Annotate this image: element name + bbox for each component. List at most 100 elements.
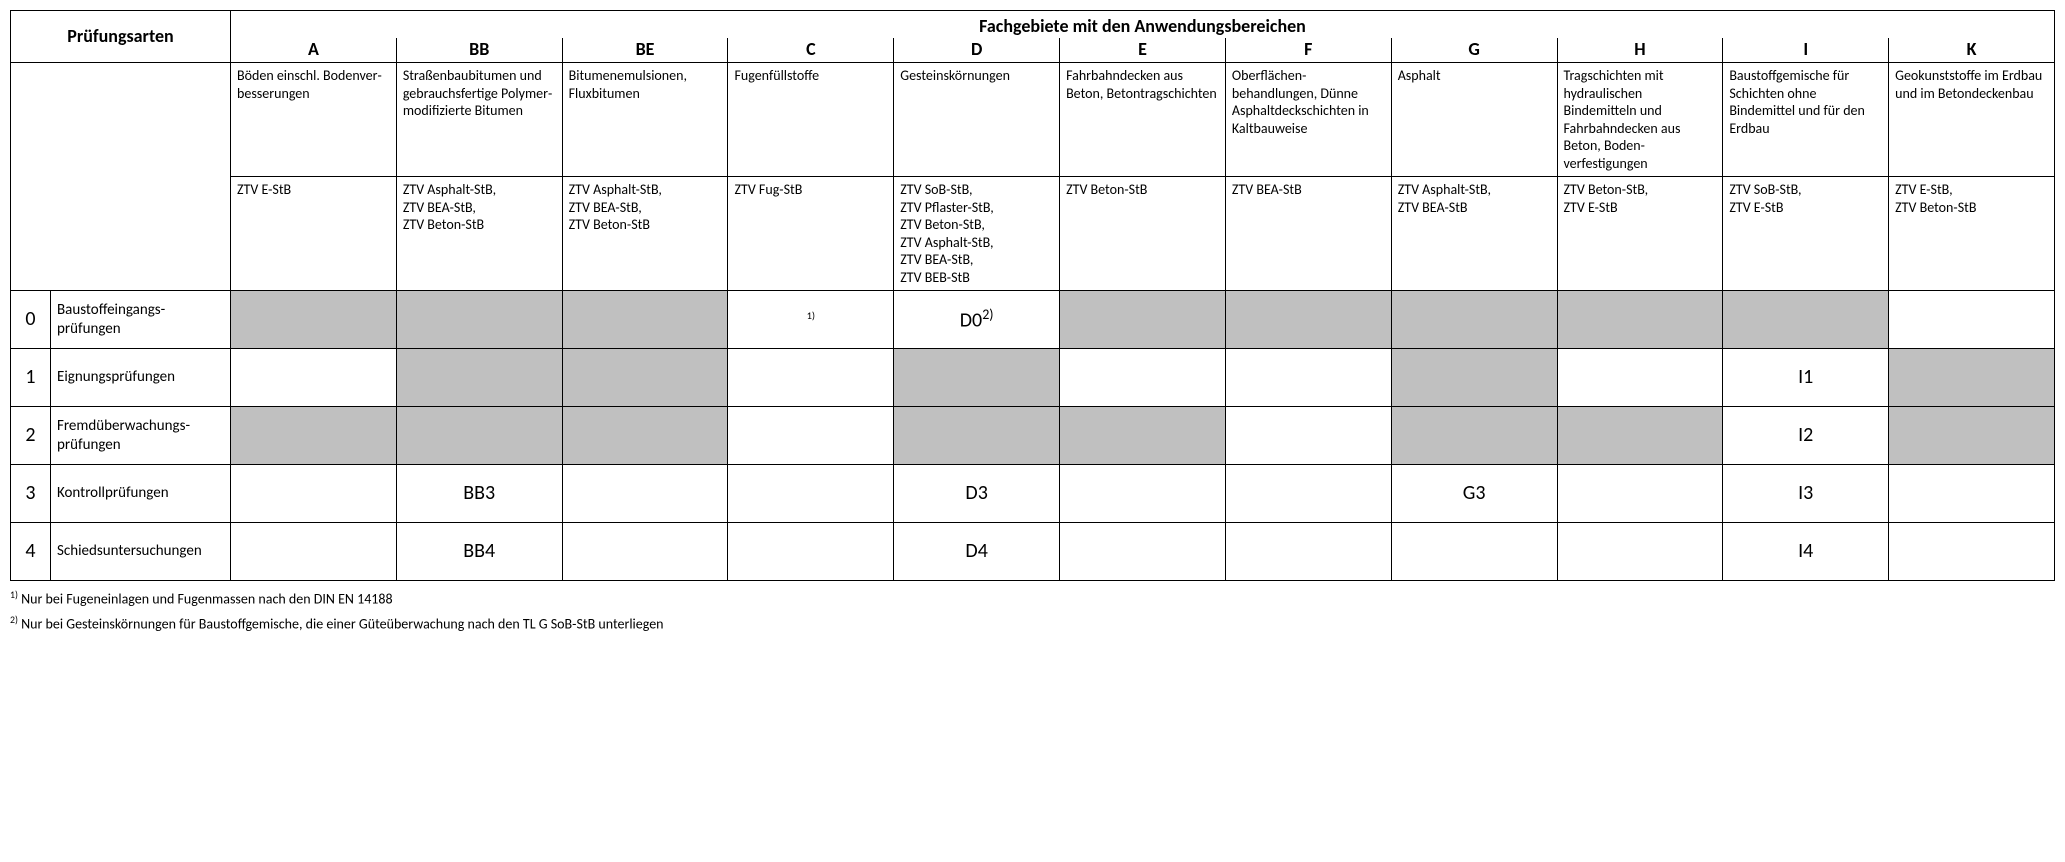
subject-ztv-D: ZTV SoB-StB,ZTV Pflaster-StB,ZTV Beton-S… [894, 177, 1060, 291]
subject-desc-H: Tragschichten mit hydraulischen Bindemit… [1557, 63, 1723, 177]
row-label: Baustoffeingangs­prüfungen [51, 291, 231, 349]
data-cell [1889, 465, 2055, 523]
super-header: Fachgebiete mit den Anwendungsbereichen [231, 11, 2055, 38]
row-label: Schiedsuntersuchungen [51, 523, 231, 581]
subject-code-H: H [1557, 38, 1723, 63]
data-cell [562, 349, 728, 407]
data-cell [1060, 523, 1226, 581]
row-number: 3 [11, 465, 51, 523]
footnotes: 1) Nur bei Fugeneinlagen und Fugenmassen… [10, 589, 2055, 632]
data-cell [1391, 291, 1557, 349]
table-header: PrüfungsartenFachgebiete mit den Anwendu… [11, 11, 2055, 291]
data-cell [1723, 291, 1889, 349]
subject-ztv-BB: ZTV Asphalt-StB,ZTV BEA-StB,ZTV Beton-St… [396, 177, 562, 291]
data-cell [231, 523, 397, 581]
data-cell [1060, 291, 1226, 349]
data-cell [1557, 291, 1723, 349]
data-cell [396, 291, 562, 349]
subject-code-BB: BB [396, 38, 562, 63]
data-cell [396, 349, 562, 407]
subject-code-C: C [728, 38, 894, 63]
data-cell [396, 407, 562, 465]
data-cell: BB4 [396, 523, 562, 581]
data-cell: D4 [894, 523, 1060, 581]
row-label: Fremdüberwachungs­prüfungen [51, 407, 231, 465]
row-label: Kontrollprüfungen [51, 465, 231, 523]
data-cell [562, 407, 728, 465]
row-number: 1 [11, 349, 51, 407]
data-cell [562, 465, 728, 523]
data-cell [1889, 407, 2055, 465]
left-header: Prüfungsarten [11, 11, 231, 63]
subject-code-I: I [1723, 38, 1889, 63]
data-cell: G3 [1391, 465, 1557, 523]
row-number: 0 [11, 291, 51, 349]
data-cell [728, 465, 894, 523]
data-cell [1225, 291, 1391, 349]
subject-code-K: K [1889, 38, 2055, 63]
subject-code-F: F [1225, 38, 1391, 63]
data-cell: D3 [894, 465, 1060, 523]
data-cell [1557, 407, 1723, 465]
data-cell [1889, 349, 2055, 407]
subject-desc-F: Oberflächen­behandlungen, Dünne Asphalt­… [1225, 63, 1391, 177]
data-cell [231, 465, 397, 523]
subject-code-A: A [231, 38, 397, 63]
subject-desc-BE: Bitumen­emulsionen, Fluxbitumen [562, 63, 728, 177]
subject-ztv-C: ZTV Fug-StB [728, 177, 894, 291]
table-row: 0Baustoffeingangs­prüfungen 1)D02) [11, 291, 2055, 349]
subject-ztv-H: ZTV Beton-StB,ZTV E-StB [1557, 177, 1723, 291]
data-cell: I3 [1723, 465, 1889, 523]
data-cell [1391, 407, 1557, 465]
subject-code-D: D [894, 38, 1060, 63]
subject-ztv-I: ZTV SoB-StB,ZTV E-StB [1723, 177, 1889, 291]
subject-desc-C: Fugenfüllstoffe [728, 63, 894, 177]
subject-ztv-A: ZTV E-StB [231, 177, 397, 291]
data-cell [728, 407, 894, 465]
subject-desc-K: Geokunststoffe im Erdbau und im Betondec… [1889, 63, 2055, 177]
data-cell [231, 407, 397, 465]
table-row: 3Kontrollprüfungen BB3 D3 G3 I3 [11, 465, 2055, 523]
data-cell [894, 349, 1060, 407]
subject-code-BE: BE [562, 38, 728, 63]
data-cell [894, 407, 1060, 465]
data-cell: BB3 [396, 465, 562, 523]
row-label: Eignungsprüfungen [51, 349, 231, 407]
data-cell [1889, 291, 2055, 349]
data-cell [1225, 407, 1391, 465]
subject-ztv-G: ZTV Asphalt-StB,ZTV BEA-StB [1391, 177, 1557, 291]
data-cell: 1) [728, 291, 894, 349]
footnote: 1) Nur bei Fugeneinlagen und Fugenmassen… [10, 589, 2055, 608]
data-cell: I4 [1723, 523, 1889, 581]
footnote: 2) Nur bei Gesteinskörnungen für Baustof… [10, 614, 2055, 633]
row-number: 2 [11, 407, 51, 465]
data-cell [1391, 523, 1557, 581]
data-cell [1060, 465, 1226, 523]
table-row: 4Schiedsuntersuchungen BB4 D4 I4 [11, 523, 2055, 581]
subject-desc-BB: Straßenbau­bitumen und gebrauchsfertige … [396, 63, 562, 177]
data-cell [231, 349, 397, 407]
data-cell [1225, 523, 1391, 581]
data-cell [1060, 407, 1226, 465]
data-cell: I2 [1723, 407, 1889, 465]
table-row: 1EignungsprüfungenI1 [11, 349, 2055, 407]
subject-desc-A: Böden einschl. Bodenver­besserungen [231, 63, 397, 177]
data-cell [231, 291, 397, 349]
data-cell [1557, 465, 1723, 523]
blank-corner [11, 63, 231, 291]
main-table: PrüfungsartenFachgebiete mit den Anwendu… [10, 10, 2055, 581]
subject-desc-D: Gesteins­körnungen [894, 63, 1060, 177]
data-cell [1889, 523, 2055, 581]
subject-ztv-K: ZTV E-StB,ZTV Beton-StB [1889, 177, 2055, 291]
row-number: 4 [11, 523, 51, 581]
subject-ztv-F: ZTV BEA-StB [1225, 177, 1391, 291]
subject-desc-I: Baustoffgemische für Schichten ohne Bind… [1723, 63, 1889, 177]
data-cell [1391, 349, 1557, 407]
data-cell: D02) [894, 291, 1060, 349]
subject-ztv-BE: ZTV Asphalt-StB,ZTV BEA-StB,ZTV Beton-St… [562, 177, 728, 291]
table-row: 2Fremdüberwachungs­prüfungen I2 [11, 407, 2055, 465]
subject-code-E: E [1060, 38, 1226, 63]
data-cell [562, 523, 728, 581]
subject-desc-E: Fahrbahndecken aus Beton, Betontrag­schi… [1060, 63, 1226, 177]
data-cell [728, 523, 894, 581]
